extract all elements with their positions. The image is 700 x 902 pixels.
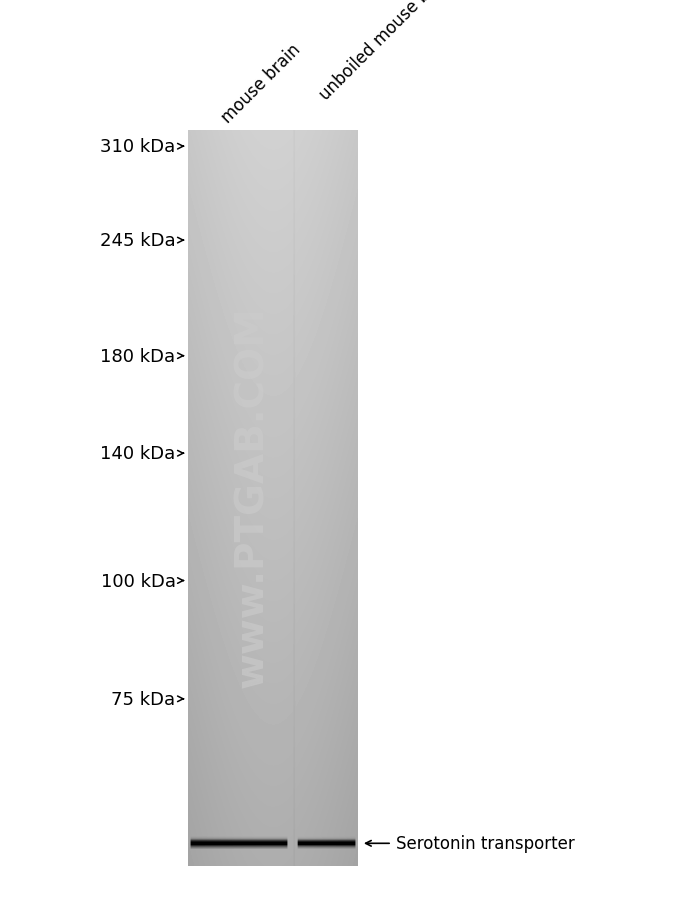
Text: 100 kDa: 100 kDa bbox=[101, 572, 176, 590]
Text: 140 kDa: 140 kDa bbox=[100, 445, 176, 463]
Text: Serotonin transporter: Serotonin transporter bbox=[396, 834, 575, 852]
Text: www.PTGAB.COM: www.PTGAB.COM bbox=[233, 306, 271, 686]
Text: unboiled mouse brain: unboiled mouse brain bbox=[316, 0, 456, 104]
Text: mouse brain: mouse brain bbox=[218, 41, 304, 126]
Text: 75 kDa: 75 kDa bbox=[111, 690, 176, 708]
Text: 245 kDa: 245 kDa bbox=[100, 232, 176, 250]
Text: 180 kDa: 180 kDa bbox=[101, 347, 176, 365]
Text: 310 kDa: 310 kDa bbox=[100, 138, 176, 156]
